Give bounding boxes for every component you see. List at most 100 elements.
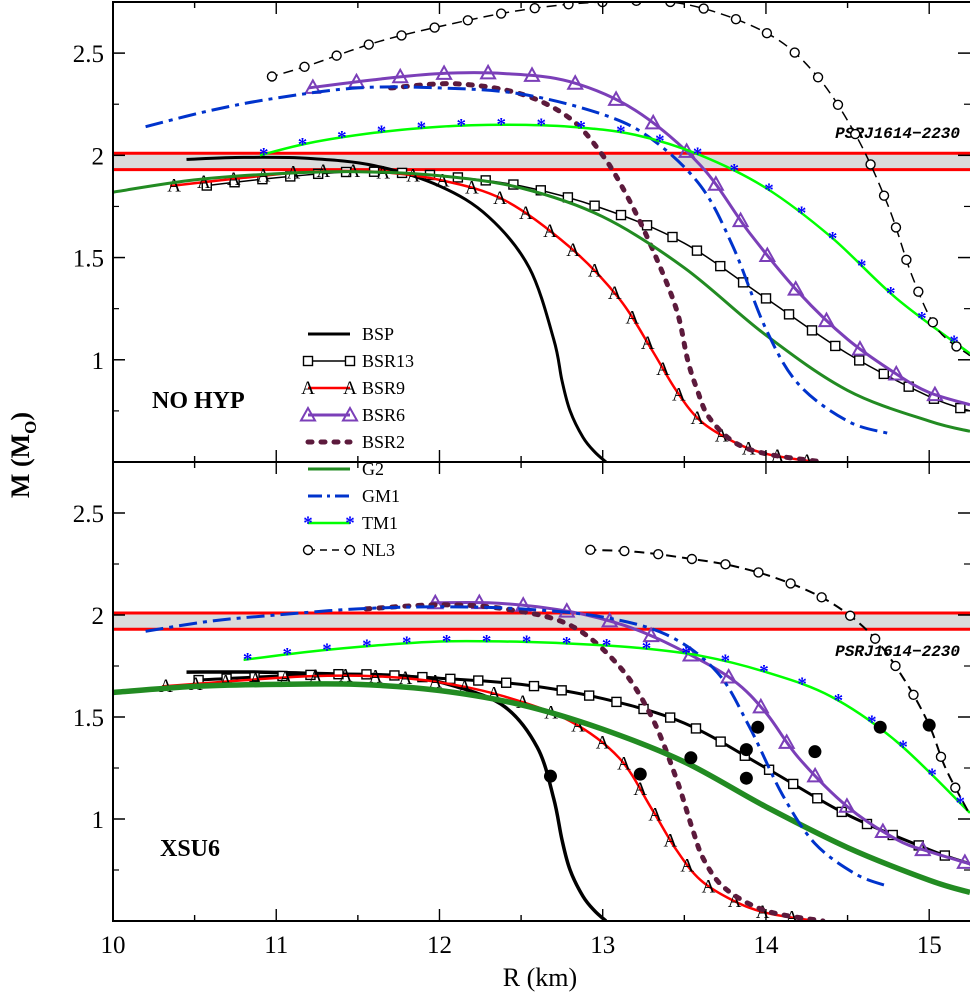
filled-dots [543,718,936,785]
marker-star: * [602,635,612,656]
marker-square [277,670,288,682]
marker-star: * [259,144,269,165]
marker-square [583,690,595,701]
marker-triangle [887,364,905,381]
y-axis-label-main: M (M [6,434,35,498]
series-tm1-markers: * * * * * * * * * * * * * * * * * * * * [243,631,965,814]
series-g2-line [113,681,970,896]
marker-star: * [681,643,691,664]
marker-star: * [867,712,877,733]
legend-label: BSR13 [362,351,414,371]
marker-star: * [377,122,387,143]
marker-circle [816,592,827,603]
marker-circle [850,128,861,140]
marker-circle [495,8,507,19]
marker-star: * [693,144,703,165]
series-g2-line [113,170,970,433]
marker-square [589,200,600,211]
y-axis-label-sub: O [21,421,40,434]
marker-A: A [227,169,241,190]
marker-triangle [391,67,409,84]
marker-star: * [337,127,347,148]
marker-A: A [519,203,533,224]
marker-circle [832,99,844,111]
marker-circle [665,2,676,8]
marker-circle [429,22,440,33]
marker-A: A [656,359,670,380]
marker-star: * [456,116,466,137]
filled-dot [543,769,557,783]
marker-circle [462,15,474,26]
marker-star: * [828,228,838,249]
legend-label: BSR2 [362,432,405,452]
marker-triangle [566,74,584,90]
marker-square [361,669,372,680]
marker-circle [890,222,902,233]
y-axis: 1 1.5 2 2.5 [73,462,970,921]
series-gm1-line [145,605,889,888]
marker-triangle [644,113,662,130]
marker-star: * [298,134,308,155]
marker-circle [950,782,961,793]
marker-square [615,209,627,221]
marker-circle [299,61,310,73]
y-tick-label: 2.5 [73,501,104,528]
marker-A: A [617,754,631,775]
series-nl3-line [586,548,970,816]
marker-A: A [702,876,716,897]
x-tick-label: 15 [917,932,942,959]
legend-item-nl3: NL3 [302,540,395,560]
marker-star: * [243,649,253,670]
series-gm1-line [145,85,889,435]
series-bsr9-line [161,674,816,921]
x-tick-label: 14 [753,932,779,959]
legend-label: NL3 [362,540,395,560]
marker-A: A [690,408,704,429]
marker-star: * [927,765,937,786]
marker-star: * [442,631,452,652]
marker-A: A [493,188,507,209]
marker-star: * [482,631,492,652]
marker-square [312,168,324,180]
marker-star: * [642,639,652,660]
marker-triangle [914,840,932,857]
marker-A: A [625,307,639,328]
marker-triangle [299,405,317,422]
filled-dot [922,718,936,732]
marker-triangle [731,211,750,228]
marker-triangle [874,822,892,839]
panel-frame [112,461,970,922]
marker-star: * [562,633,572,654]
marker-circle [865,159,876,170]
panel-label: XSU6 [160,836,220,862]
marker-circle [302,544,314,556]
marker-A: A [641,333,655,354]
series-bsr6-line [431,600,970,866]
marker-square [812,793,823,804]
marker-circle [913,286,924,297]
marker-star: * [917,308,927,329]
marker-star: * [303,513,313,534]
marker-A: A [566,240,580,261]
legend-item-bsr6: BSR6 [299,405,405,425]
marker-A: A [257,166,271,187]
marker-circle [761,27,773,39]
marker-triangle [926,385,944,402]
marker-circle [396,30,407,41]
marker-square [715,260,726,272]
marker-A: A [465,178,479,199]
marker-star: * [345,513,355,534]
x-tick-label: 12 [427,932,452,959]
marker-square [344,355,356,367]
x-axis: 10 11 12 13 14 15 [101,932,942,959]
marker-square [445,673,456,685]
series-bsr13-line [194,672,970,866]
marker-triangle [838,797,856,813]
marker-A: A [800,451,814,472]
series-bsr13-line [202,170,970,412]
marker-triangle [426,593,445,610]
marker-circle [901,254,912,266]
